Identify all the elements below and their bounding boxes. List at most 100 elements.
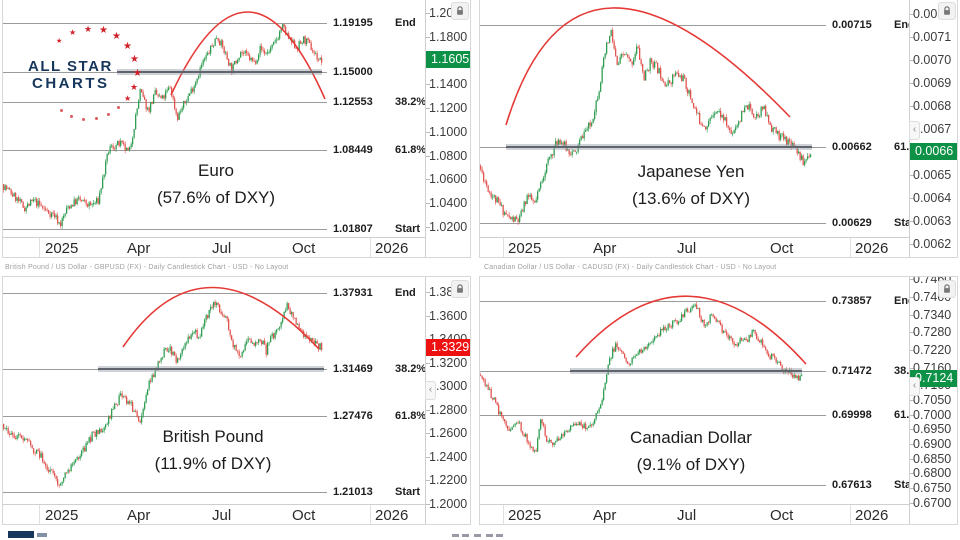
time-axis-label: Apr: [127, 240, 151, 257]
instrument-weight: (13.6% of DXY): [631, 189, 751, 208]
collapse-chevron-icon[interactable]: ‹: [425, 381, 436, 400]
price-tick-label: 0.7220: [913, 342, 952, 357]
time-axis[interactable]: 2025 Apr Jul Oct 2026: [3, 504, 425, 524]
footer-text-mark: [462, 534, 469, 537]
price-axis[interactable]: 1.1605 1.20001.18001.16001.14001.12001.1…: [425, 0, 470, 257]
time-axis-label: 2026: [375, 507, 409, 524]
price-tick-mark: [910, 429, 914, 431]
price-axis[interactable]: 0.7124 0.7460 0.7400 0.7340 0.7280 0.7220 0.7…: [909, 277, 957, 524]
price-tick-label: 1.0800: [429, 148, 468, 163]
price-tick-mark: [426, 13, 430, 15]
support-line[interactable]: [505, 146, 813, 149]
price-tick-label: 0.0070: [913, 52, 952, 67]
time-axis-label: 2025: [508, 240, 542, 257]
star-icon: ★: [130, 82, 139, 92]
price-axis[interactable]: 0.0066 0.0072 0.0071 0.0070 0.0069 0.0068 0.0…: [909, 0, 957, 257]
fib-level-tag: End: [894, 295, 909, 308]
collapse-chevron-icon[interactable]: ‹: [909, 121, 920, 140]
instrument-weight: (9.1% of DXY): [636, 455, 746, 474]
time-axis[interactable]: 2025 Apr Jul Oct 2026: [480, 237, 909, 257]
price-tick-label: 1.0400: [429, 196, 468, 211]
instrument-weight: (57.6% of DXY): [156, 188, 276, 207]
chart-panel-euro: Euro (57.6% of DXY) 1.19195 End 1.15000 1.1…: [2, 0, 471, 258]
star-dot-icon: [82, 118, 85, 121]
arc-annotation[interactable]: [122, 286, 320, 350]
star-icon: ★: [69, 28, 77, 37]
price-tick-label: 1.2800: [429, 402, 468, 417]
chart-annotation-title: Canadian Dollar (9.1% of DXY): [551, 424, 831, 478]
arc-annotation[interactable]: [505, 7, 791, 126]
time-axis-label: 2025: [508, 507, 542, 524]
candlestick-series: [480, 7, 812, 225]
fib-level-line: [3, 292, 327, 294]
price-tick-label: 0.6950: [913, 422, 952, 437]
price-tick-label: 1.2400: [429, 449, 468, 464]
plot-area-pound[interactable]: British Pound (11.9% of DXY) 1.37931 End 1…: [3, 277, 425, 504]
price-tick-label: 1.2600: [429, 426, 468, 441]
time-axis-label: Jul: [677, 240, 697, 257]
arc-annotation[interactable]: [170, 11, 326, 100]
fib-level-line: [480, 484, 826, 486]
price-tick-label: 0.6900: [913, 437, 952, 451]
time-axis-label: Apr: [127, 507, 151, 524]
time-axis-divider: [370, 505, 371, 524]
price-tick-mark: [910, 458, 914, 460]
arc-annotation[interactable]: [575, 295, 807, 365]
price-tick-label: 1.3200: [429, 355, 468, 370]
price-tick-mark: [910, 473, 914, 475]
collapse-chevron-icon[interactable]: ‹: [909, 377, 920, 396]
last-price-badge: 1.3329: [426, 338, 470, 356]
time-axis[interactable]: 2025 Apr Jul Oct 2026: [480, 504, 909, 524]
time-axis-divider: [39, 505, 40, 524]
time-axis[interactable]: 2025 Apr Jul Oct 2026: [3, 237, 425, 257]
plot-area-cad[interactable]: Canadian Dollar (9.1% of DXY) 0.73857 End…: [480, 277, 909, 504]
star-dot-icon: [60, 109, 63, 112]
star-icon: ★: [99, 25, 108, 36]
fib-level-tag: 61.8%: [894, 141, 909, 154]
footer-logo-fragment: [37, 533, 47, 537]
star-dot-icon: [95, 117, 98, 120]
fib-level-tag: End: [395, 16, 416, 29]
price-tick-mark: [910, 314, 914, 316]
candles: [480, 27, 812, 225]
chart-annotation-title: Euro (57.6% of DXY): [76, 157, 356, 211]
fib-level-price: 1.37931: [333, 286, 373, 299]
support-line[interactable]: [97, 367, 324, 370]
price-tick-label: 1.3600: [429, 308, 468, 323]
price-tick-mark: [426, 227, 430, 228]
support-line[interactable]: [570, 370, 802, 373]
price-tick-mark: [910, 279, 914, 281]
time-axis-label: 2025: [45, 507, 79, 524]
instrument-weight: (11.9% of DXY): [154, 454, 272, 473]
price-axis[interactable]: 1.3329 1.40001.38001.36001.34001.32001.3…: [425, 277, 470, 524]
price-tick-mark: [910, 82, 914, 84]
time-axis-label: 2026: [855, 507, 889, 524]
price-tick-mark: [426, 456, 430, 458]
fib-level-line: [3, 22, 327, 24]
price-tick-mark: [910, 296, 914, 298]
price-tick-mark: [910, 220, 914, 222]
star-icon: ★: [133, 68, 142, 79]
time-axis-label: 2026: [855, 240, 889, 257]
star-dot-icon: [70, 115, 73, 118]
price-tick-label: 0.6800: [913, 466, 952, 481]
star-dot-icon: [117, 106, 120, 109]
support-line[interactable]: [116, 71, 322, 74]
lock-icon[interactable]: [938, 2, 956, 20]
footer-text-mark: [486, 534, 493, 537]
fib-level-tag: 61.8%: [395, 144, 425, 157]
lock-icon[interactable]: [451, 2, 469, 20]
plot-area-yen[interactable]: Japanese Yen (13.6% of DXY) 0.00715 End 0.…: [480, 0, 909, 237]
plot-area-euro[interactable]: Euro (57.6% of DXY) 1.19195 End 1.15000 1.1…: [3, 0, 425, 237]
fib-level-line: [480, 223, 826, 225]
price-tick-mark: [426, 480, 430, 482]
lock-icon[interactable]: [451, 280, 469, 298]
fib-level-line: [3, 415, 327, 417]
lock-icon[interactable]: [938, 280, 956, 298]
price-tick-mark: [910, 399, 914, 401]
logo-text-line2: CHARTS: [32, 75, 110, 92]
fib-level-price: 1.31469: [333, 362, 373, 375]
time-axis-label: Apr: [593, 240, 617, 257]
fib-level-tag: End: [395, 286, 416, 299]
